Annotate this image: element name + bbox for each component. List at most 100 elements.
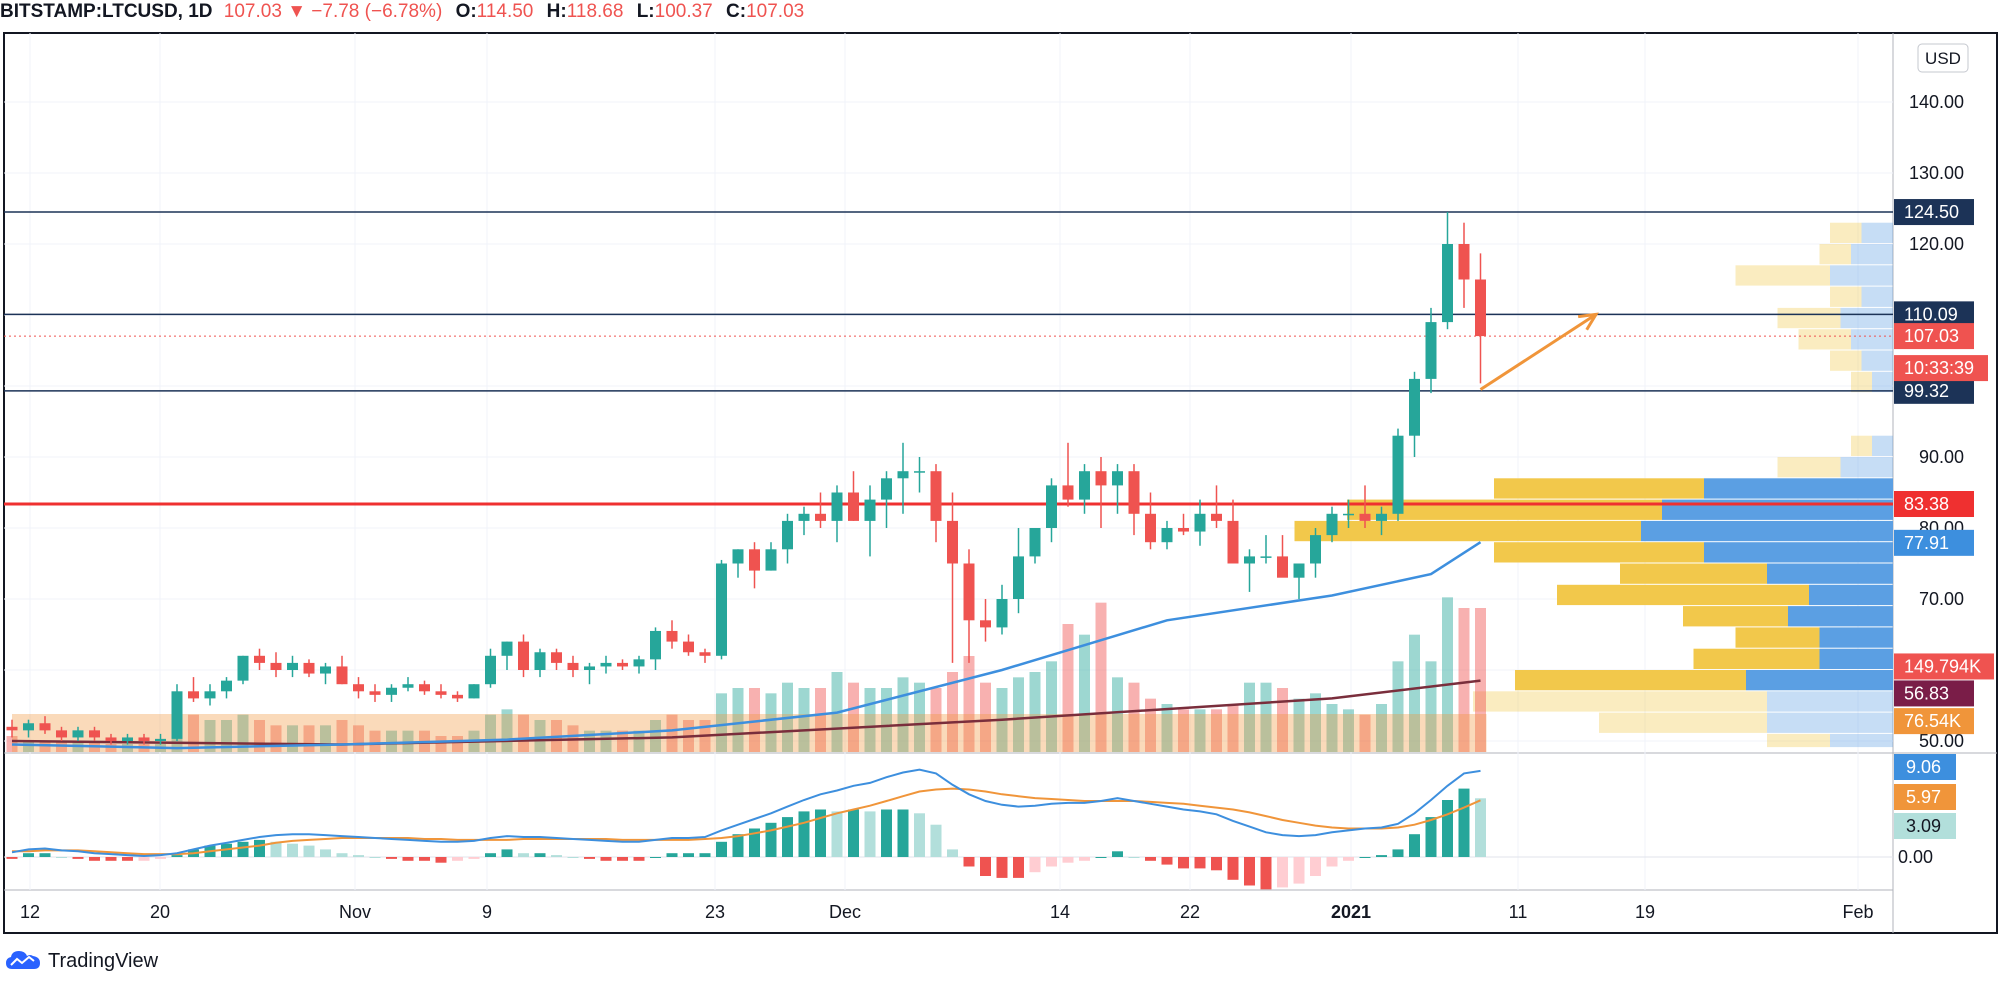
macd-histogram-bar	[897, 809, 909, 857]
moving-averages	[11, 541, 1482, 750]
candle-body	[1376, 513, 1387, 521]
macd-badge: 3.09	[1906, 816, 1941, 836]
tradingview-brand[interactable]: TradingView	[4, 946, 158, 976]
macd-histogram-bar	[435, 857, 447, 863]
volume-bar	[435, 736, 447, 752]
volume-profile-buy	[1767, 733, 1830, 748]
volume-bar	[105, 744, 117, 752]
candle-body	[815, 513, 826, 521]
macd-histogram-bar	[1293, 857, 1305, 884]
countdown-badge: 10:33:39	[1904, 358, 1974, 378]
horizontal-levels[interactable]	[4, 211, 1893, 506]
open-value: 114.50	[476, 1, 534, 22]
macd-histogram-bar	[782, 817, 793, 857]
candle-body	[452, 694, 463, 699]
candle-body	[501, 641, 513, 656]
level-badge-bg	[1894, 199, 1974, 226]
volume-profile-sell	[1851, 244, 1893, 265]
macd-histogram-bar	[23, 853, 34, 857]
volume-bar	[633, 730, 645, 752]
volume-profile-buy	[1777, 457, 1841, 478]
volume-profile-sell	[1840, 457, 1893, 478]
macd-histogram-bar	[254, 839, 265, 857]
current-price-badge: 107.03	[1904, 326, 1959, 346]
macd-histogram-bar	[1260, 857, 1272, 890]
macd-histogram-bar	[848, 809, 859, 857]
candle-body	[1458, 244, 1470, 280]
macd-histogram-bar	[798, 811, 810, 857]
time-tick-label: 22	[1180, 902, 1200, 922]
currency-button[interactable]: USD	[1917, 43, 1969, 73]
current-price-badge-bg	[1894, 323, 1974, 350]
volume-bar	[1409, 634, 1420, 752]
candle-body	[188, 691, 199, 699]
candle-body	[237, 655, 249, 681]
macd-line	[11, 768, 1481, 858]
volume-bars	[6, 597, 1487, 752]
candle-body	[1079, 471, 1090, 500]
volume-bar	[1128, 682, 1140, 752]
candle-body	[1277, 556, 1288, 578]
candle-body	[765, 549, 777, 571]
level-badge: 124.50	[1904, 202, 1959, 222]
volume-profile-sell	[1861, 286, 1893, 307]
price-tick-label: 50.00	[1919, 731, 1964, 751]
volume-profile-buy	[1515, 670, 1746, 691]
candle-body	[1244, 556, 1255, 564]
macd-histogram-bar	[1359, 857, 1371, 858]
macd-histogram-bar	[1376, 855, 1387, 857]
volume-bar	[1425, 661, 1437, 752]
volume-bar	[666, 714, 678, 752]
macd-histogram-bar	[452, 857, 463, 861]
macd-histogram-bar	[650, 857, 661, 858]
volume-bar	[1178, 709, 1189, 752]
price-chart[interactable]: 140.00130.00120.0090.0080.0070.0060.0050…	[0, 0, 2000, 945]
macd-histogram-bar	[89, 857, 100, 861]
trend-arrow[interactable]	[1479, 312, 1599, 391]
macd-histogram-bar	[815, 809, 826, 857]
volume-profile-sell	[1641, 520, 1893, 542]
volume-profile-buy	[1798, 329, 1851, 350]
candle-body	[419, 684, 430, 692]
volume-bar	[815, 688, 826, 752]
volume-bar	[848, 682, 859, 752]
volume-bar	[914, 682, 925, 752]
macd-histogram-bar	[947, 849, 958, 857]
level-badge: 83.38	[1904, 494, 1949, 514]
candle-body	[963, 563, 975, 621]
volume-bar	[221, 720, 232, 752]
indicator-badge-bg	[1894, 708, 1974, 735]
candle-body	[89, 730, 100, 738]
price-tick-label: 120.00	[1909, 234, 1964, 254]
volume-profile-buy	[1599, 712, 1767, 733]
volume-bar	[39, 741, 51, 752]
time-tick-label: 20	[150, 902, 170, 922]
macd-signal-line	[12, 787, 1481, 856]
volume-profile-sell	[1851, 329, 1893, 350]
volume-profile-sell	[1746, 670, 1893, 691]
macd-histogram-bar	[749, 828, 760, 857]
volume-bar	[1260, 682, 1272, 752]
candle-body	[699, 652, 711, 656]
macd-histogram-bar	[105, 857, 117, 861]
symbol-name[interactable]: BITSTAMP:LTCUSD, 1D	[0, 1, 213, 22]
volume-bar	[452, 736, 463, 752]
volume-bar	[518, 714, 529, 752]
macd-histogram-bar	[237, 841, 249, 857]
macd-histogram-bar	[1458, 788, 1470, 857]
macd-histogram-bar	[1013, 857, 1024, 878]
candle-body	[468, 684, 480, 699]
candle-body	[551, 652, 562, 663]
volume-bar	[1343, 709, 1354, 752]
indicator-badge: 149.794K	[1904, 656, 1981, 676]
macd-histogram-bar	[1046, 857, 1057, 867]
macd-histogram-bar	[171, 855, 183, 857]
macd-histogram-bar	[1112, 851, 1123, 857]
volume-profile	[1294, 222, 1893, 748]
volume-bar	[1326, 704, 1338, 752]
candle-body	[1293, 563, 1305, 578]
candle-body	[287, 662, 298, 670]
macd-histogram-bar	[930, 824, 942, 857]
macd-badge-bg	[1894, 813, 1956, 839]
candle-body	[336, 666, 348, 685]
